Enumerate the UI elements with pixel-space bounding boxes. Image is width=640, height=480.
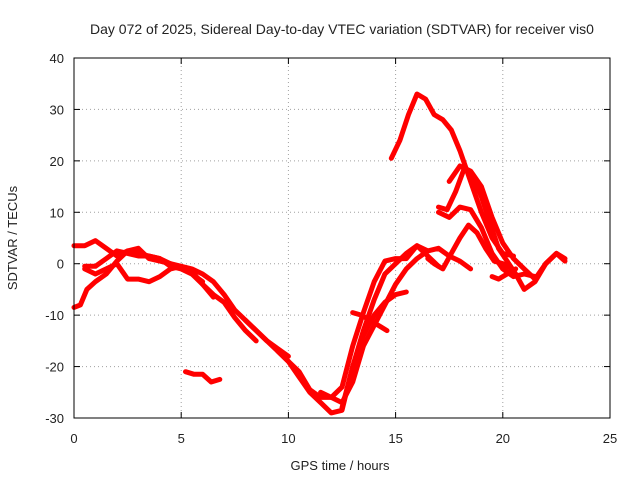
x-tick-label: 15 [388,431,402,446]
series-line-15 [436,204,538,280]
x-axis-label: GPS time / hours [291,458,390,473]
x-tick-label: 25 [603,431,617,446]
y-tick-label: -10 [45,308,64,323]
y-tick-label: -20 [45,360,64,375]
axis-ticks: 0 5 10 15 20 25 -30 -20 -10 0 10 20 30 40 [45,51,617,446]
series-line-14 [446,163,568,282]
plot-frame [73,57,611,419]
series-line-10 [350,310,390,334]
x-tick-label: 20 [496,431,510,446]
y-tick-label: 10 [50,205,64,220]
series-line-13 [436,166,568,292]
grid [74,58,610,418]
y-tick-label: 20 [50,154,64,169]
y-tick-label: 40 [50,51,64,66]
x-tick-label: 5 [178,431,185,446]
y-tick-label: 30 [50,102,64,117]
series-line-5 [183,369,223,385]
series-line-4 [82,248,206,285]
series-line-11 [388,91,516,259]
y-axis-label: SDTVAR / TECUs [5,185,20,290]
x-tick-label: 10 [281,431,295,446]
series-layer [71,91,568,416]
chart-title: Day 072 of 2025, Sidereal Day-to-day VTE… [90,21,594,37]
x-tick-label: 0 [70,431,77,446]
series-line-9 [339,289,409,411]
y-tick-label: -30 [45,411,64,426]
y-tick-label: 0 [57,257,64,272]
series-line-16 [489,266,519,282]
